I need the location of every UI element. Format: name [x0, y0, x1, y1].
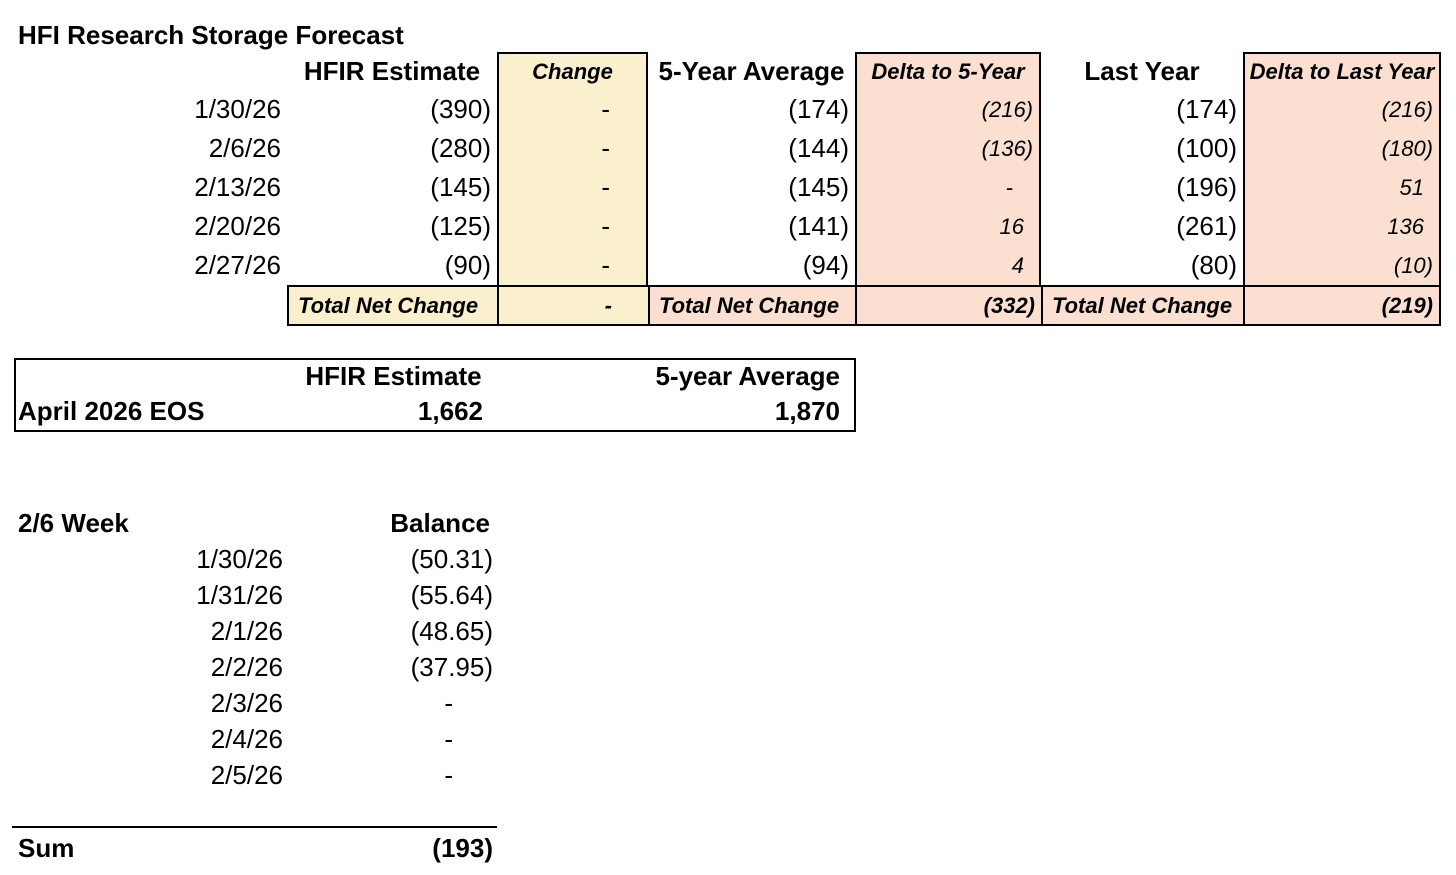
total-net-change-label-5-year: Total Net Change: [648, 285, 855, 326]
sum-label: Sum: [18, 832, 75, 863]
cell-change: -: [497, 168, 648, 207]
week-sum-row: Sum (193): [12, 826, 497, 868]
cell-week-date: 1/31/26: [196, 579, 283, 610]
cell-week-balance: (55.64): [410, 579, 493, 610]
cell-hfir: (280): [430, 133, 491, 163]
cell-last-year: (261): [1176, 211, 1237, 241]
cell-date: 1/30/26: [194, 94, 281, 124]
forecast-table: HFIR Estimate Change 5-Year Average Delt…: [0, 52, 1441, 326]
cell-week-date: 2/3/26: [210, 687, 283, 718]
header-last-year: Last Year: [1084, 55, 1200, 86]
cell-last-year: (196): [1176, 172, 1237, 202]
total-delta-last-year-value: (219): [1243, 285, 1441, 326]
cell-delta-5-year: -: [855, 168, 1041, 207]
header-hfir-estimate: HFIR Estimate: [303, 55, 481, 86]
eos-header-hfir-estimate: HFIR Estimate: [305, 361, 482, 391]
cell-hfir: (125): [430, 211, 491, 241]
cell-week-date: 2/4/26: [210, 723, 283, 754]
week-header-balance: Balance: [390, 507, 490, 538]
cell-delta-last-year: (216): [1243, 90, 1441, 129]
cell-date: 2/6/26: [208, 133, 281, 163]
cell-week-date: 2/1/26: [210, 615, 283, 646]
cell-delta-5-year: 16: [855, 207, 1041, 246]
cell-5-year: (141): [788, 211, 849, 241]
total-change-value: -: [497, 285, 648, 326]
cell-week-balance: -: [444, 687, 453, 718]
cell-week-balance: (48.65): [410, 615, 493, 646]
cell-5-year: (144): [788, 133, 849, 163]
cell-week-date: 1/30/26: [196, 543, 283, 574]
cell-5-year: (174): [788, 94, 849, 124]
total-net-change-label-hfir: Total Net Change: [287, 285, 497, 326]
spacer-cell: [0, 285, 287, 326]
cell-delta-last-year: 51: [1243, 168, 1441, 207]
cell-5-year: (145): [788, 172, 849, 202]
cell-last-year: (100): [1176, 133, 1237, 163]
eos-row-label: April 2026 EOS: [18, 395, 205, 426]
total-net-change-label-last-year: Total Net Change: [1041, 285, 1243, 326]
cell-change: -: [497, 90, 648, 129]
cell-5-year: (94): [802, 250, 849, 280]
cell-date: 2/27/26: [194, 250, 281, 280]
cell-date: 2/13/26: [194, 172, 281, 202]
cell-delta-5-year: (136): [855, 129, 1041, 168]
cell-hfir: (145): [430, 172, 491, 202]
cell-change: -: [497, 207, 648, 246]
total-delta-5-year-value: (332): [855, 285, 1041, 326]
header-delta-to-5-year: Delta to 5-Year: [855, 52, 1041, 90]
cell-delta-last-year: 136: [1243, 207, 1441, 246]
header-delta-to-last-year: Delta to Last Year: [1243, 52, 1441, 90]
cell-week-balance: (50.31): [410, 543, 493, 574]
cell-delta-5-year: (216): [855, 90, 1041, 129]
cell-hfir: (390): [430, 94, 491, 124]
cell-delta-5-year: 4: [855, 246, 1041, 285]
header-5-year-average: 5-Year Average: [658, 55, 845, 86]
cell-week-balance: (37.95): [410, 651, 493, 682]
header-change: Change: [497, 52, 648, 90]
cell-week-date: 2/2/26: [210, 651, 283, 682]
cell-last-year: (174): [1176, 94, 1237, 124]
eos-header-5-year-average: 5-year Average: [655, 361, 840, 391]
sum-value: (193): [432, 832, 493, 863]
spacer-cell: [0, 52, 287, 90]
week-table: 2/6 Week Balance 1/30/26 (50.31) 1/31/26…: [0, 505, 497, 793]
cell-change: -: [497, 246, 648, 285]
cell-hfir: (90): [444, 250, 491, 280]
eos-table: HFIR Estimate 5-year Average April 2026 …: [14, 358, 856, 432]
cell-week-balance: -: [444, 723, 453, 754]
cell-date: 2/20/26: [194, 211, 281, 241]
cell-delta-last-year: (180): [1243, 129, 1441, 168]
page-title: HFI Research Storage Forecast: [18, 20, 404, 50]
cell-delta-last-year: (10): [1243, 246, 1441, 285]
eos-hfir-value: 1,662: [417, 395, 483, 426]
week-table-title: 2/6 Week: [18, 507, 129, 538]
cell-week-date: 2/5/26: [210, 759, 283, 790]
cell-change: -: [497, 129, 648, 168]
spacer-cell: [16, 360, 288, 393]
cell-week-balance: -: [444, 759, 453, 790]
eos-5-year-value: 1,870: [774, 395, 840, 426]
cell-last-year: (80): [1190, 250, 1237, 280]
